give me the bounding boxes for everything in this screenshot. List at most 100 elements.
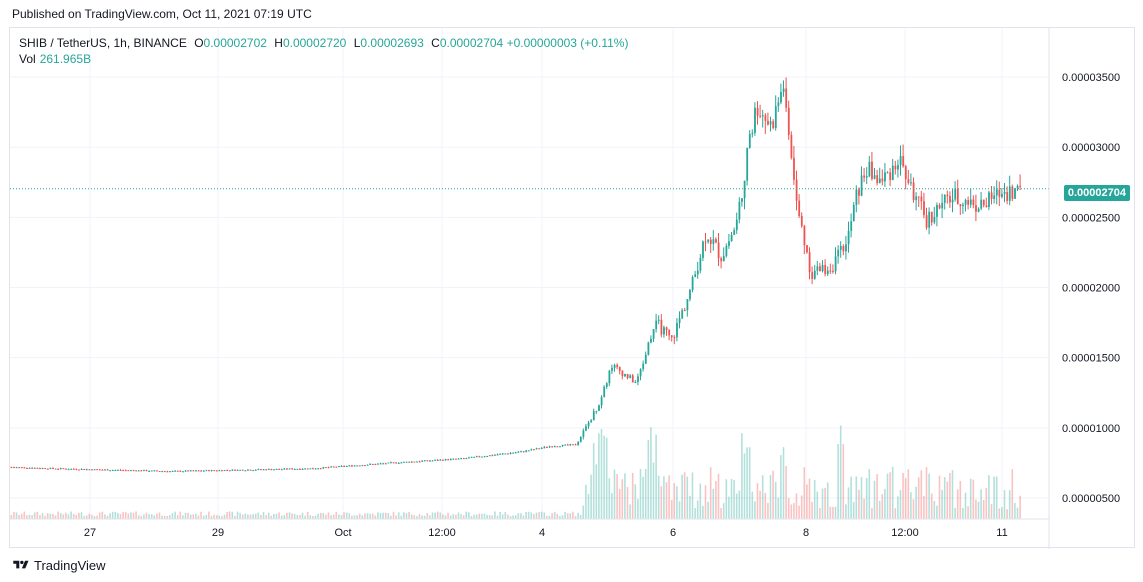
volume-bar [499, 511, 501, 519]
candle-body [332, 466, 335, 468]
volume-bar [423, 515, 426, 519]
volume-bar [847, 487, 850, 519]
candle-body [559, 446, 561, 448]
volume-bar [304, 515, 306, 519]
candle-body [296, 468, 299, 470]
candle-body [538, 448, 541, 450]
candle-body [114, 469, 117, 471]
volume-bar [761, 475, 764, 519]
candle-body [611, 367, 613, 371]
candle-body [954, 189, 957, 200]
candle-body [655, 320, 658, 330]
y-tick-label: 0.00001000 [1062, 423, 1120, 435]
volume-bar [616, 474, 618, 519]
candle-body [28, 467, 31, 469]
candle-body [335, 466, 338, 468]
volume-bar [743, 453, 746, 519]
volume-bar [767, 502, 769, 519]
volume-bar [527, 511, 530, 519]
x-tick-label: 12:00 [891, 527, 919, 539]
volume-bar [439, 512, 442, 519]
candle-body [618, 367, 621, 371]
candle-body [717, 242, 720, 259]
candle-body [182, 471, 184, 473]
volume-bar [691, 472, 694, 519]
candle-body [299, 468, 301, 470]
candle-body [434, 459, 437, 461]
volume-bar [689, 495, 691, 519]
candle-body [712, 239, 715, 244]
volume-bar [769, 475, 772, 519]
candle-body [774, 106, 777, 128]
candle-body [847, 230, 850, 245]
volume-bar [343, 512, 345, 519]
volume-bar [163, 515, 166, 519]
volume-bar [860, 477, 863, 519]
candle-body [1003, 191, 1006, 194]
volume-bar [249, 514, 252, 519]
candle-body [36, 467, 39, 469]
volume-bar [741, 433, 743, 519]
volume-bar [468, 512, 470, 519]
volume-bar [205, 514, 208, 519]
candle-body [33, 467, 36, 469]
candle-body [585, 426, 587, 431]
candle-body [13, 467, 15, 469]
x-tick-label: 12:00 [428, 527, 456, 539]
candle-body [10, 467, 13, 469]
volume-bar [273, 514, 275, 519]
volume-bar [603, 435, 605, 519]
candle-body [408, 461, 411, 463]
y-tick-label: 0.00001500 [1062, 353, 1120, 365]
chart-frame[interactable]: 0.00003500 0.00003000 0.00002500 0.00002000… [9, 27, 1136, 549]
candle-body [158, 470, 161, 472]
candle-body [371, 463, 374, 465]
volume-bar [520, 513, 522, 519]
volume-bar [447, 512, 449, 519]
volume-bar [494, 511, 496, 519]
volume-bar [730, 479, 733, 519]
candlestick-chart[interactable]: 0.00003500 0.00003000 0.00002500 0.00002000… [10, 28, 1136, 549]
volume-bar [605, 437, 608, 519]
volume-bar [111, 511, 114, 519]
volume-bar [254, 513, 257, 519]
volume-bar [462, 515, 465, 519]
candle-body [785, 88, 788, 108]
volume-bar [54, 515, 57, 519]
volume-bar [41, 513, 44, 519]
candle-body [772, 121, 775, 128]
candle-body [592, 411, 595, 421]
volume-bar [964, 492, 967, 519]
candle-body [681, 310, 684, 319]
candle-body [397, 462, 400, 464]
candle-body [312, 468, 314, 470]
volume-bar [556, 513, 559, 519]
symbol-label[interactable]: SHIB / TetherUS, 1h, BINANCE [19, 36, 187, 50]
candle-body [998, 189, 1001, 197]
candle-body [140, 470, 143, 472]
volume-bar [715, 481, 717, 519]
volume-bar [676, 486, 678, 519]
volume-bar [592, 443, 595, 519]
volume-bar [1019, 495, 1021, 519]
candle-body [741, 198, 743, 202]
volume-bar [590, 474, 592, 519]
volume-bar [28, 514, 31, 519]
candle-body [803, 226, 806, 246]
volume-bar [798, 505, 800, 519]
candle-body [842, 246, 845, 252]
volume-bar [397, 512, 400, 519]
volume-bar [473, 514, 475, 519]
candle-body [330, 466, 333, 468]
candle-body [429, 460, 431, 462]
x-tick-label: 27 [84, 527, 96, 539]
x-tick-label: 11 [996, 527, 1007, 539]
volume-bar [335, 511, 338, 519]
volume-bar [457, 512, 460, 519]
volume-bar [408, 511, 410, 519]
candle-body [416, 461, 418, 463]
volume-bar [538, 512, 540, 519]
candle-body [52, 467, 54, 469]
volume-bar [202, 515, 205, 519]
volume-bar [431, 512, 434, 519]
